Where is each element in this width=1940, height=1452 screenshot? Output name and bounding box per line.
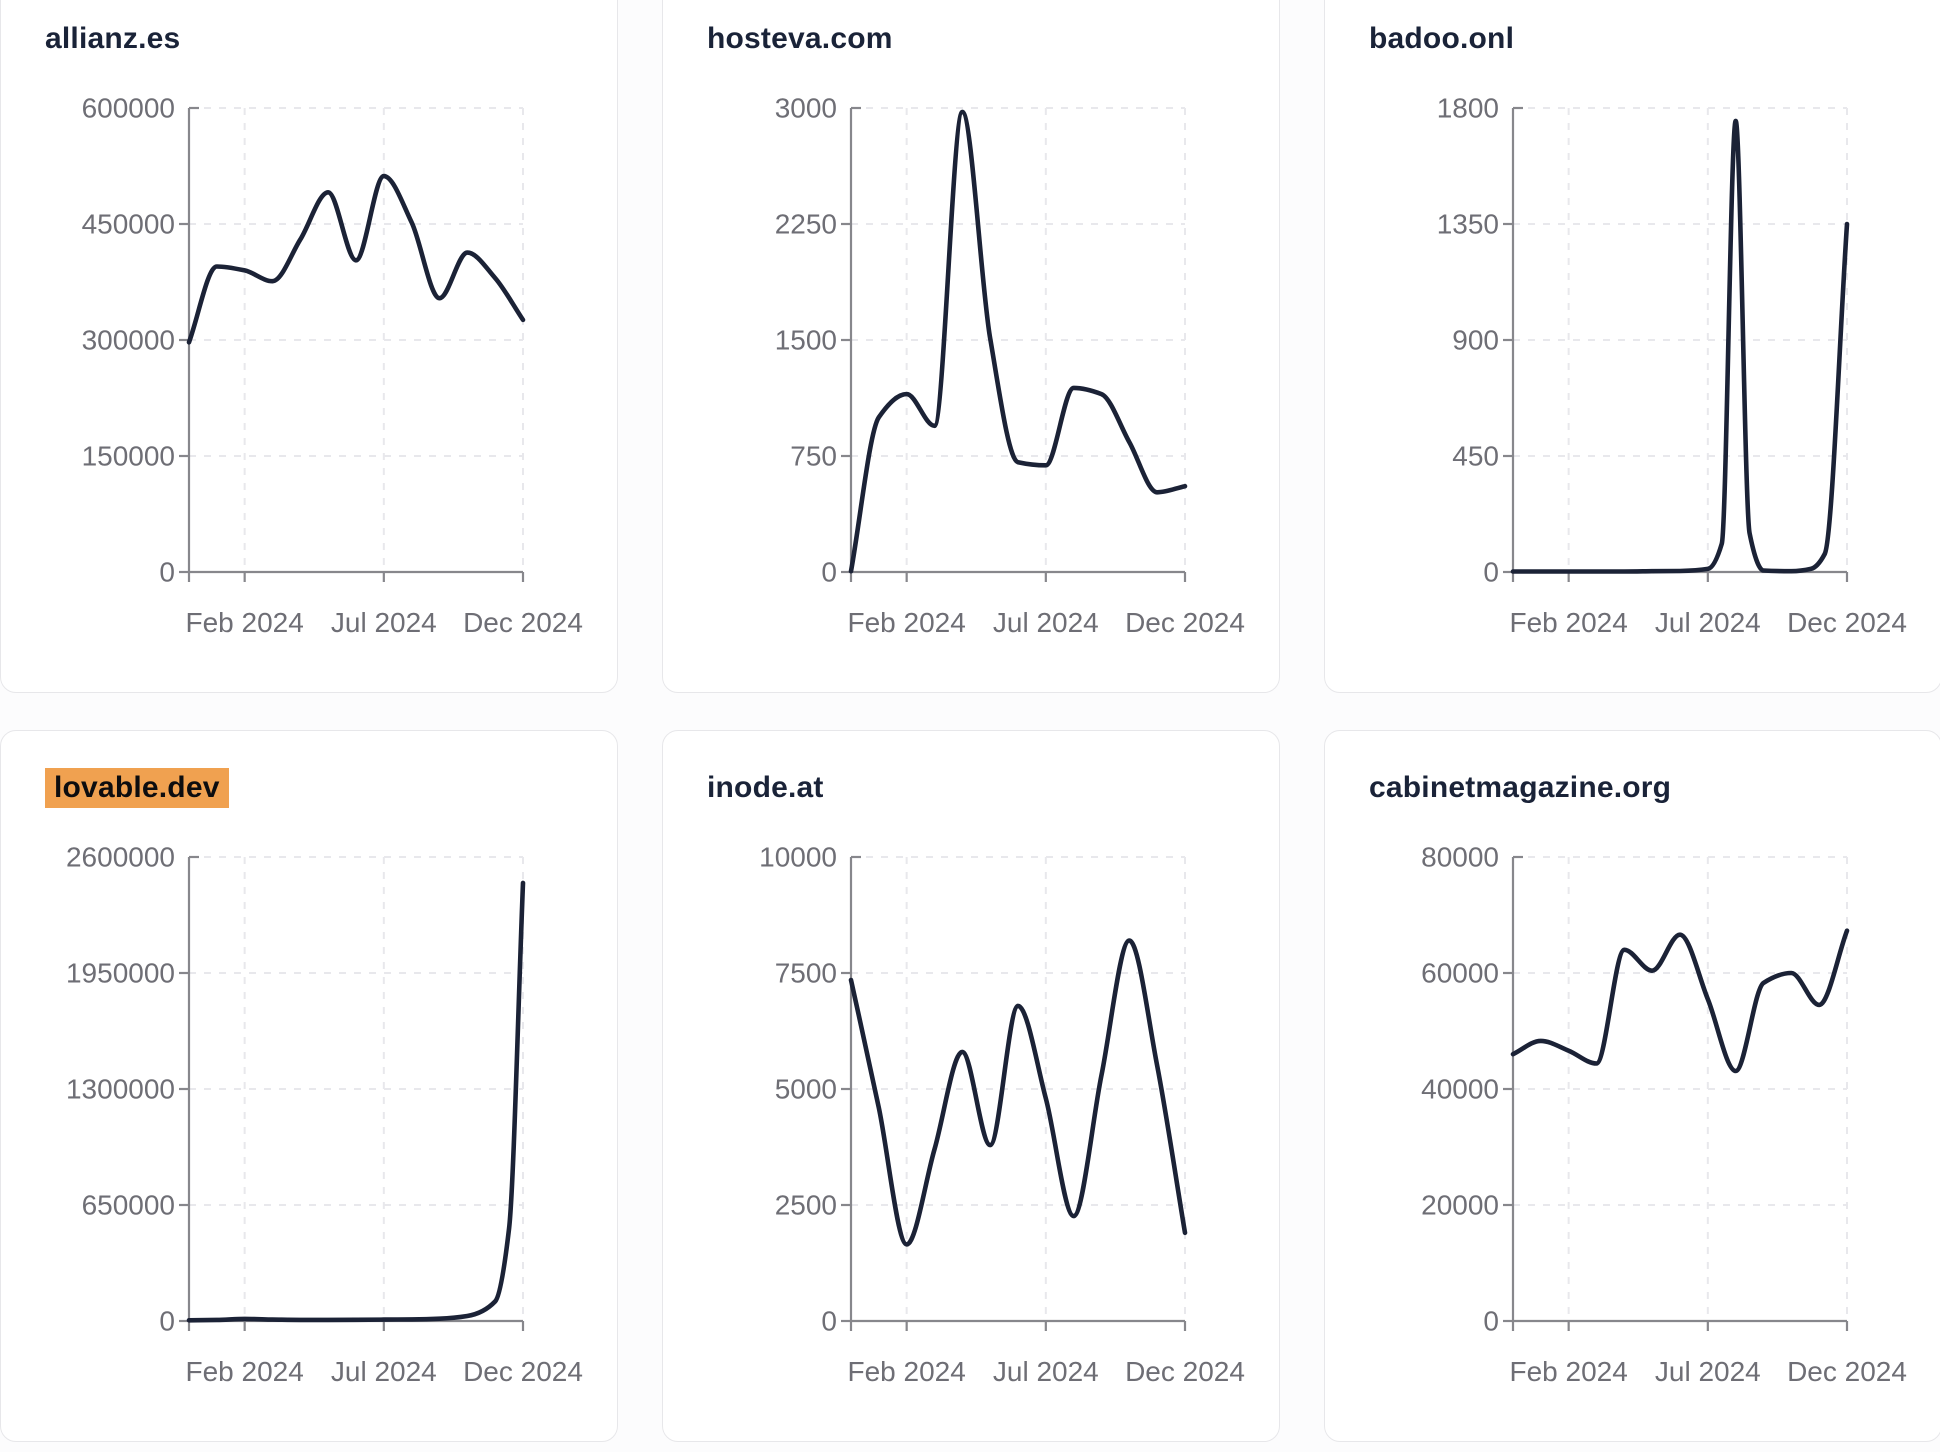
y-axis-tick-label: 2500 [775,1190,837,1221]
y-axis-tick-label: 0 [821,1306,837,1337]
x-axis-tick-label: Jul 2024 [993,1356,1099,1387]
domain-title-text: inode.at [707,771,824,804]
y-axis-tick-label: 900 [1452,325,1499,356]
x-axis-tick-label: Dec 2024 [463,607,583,638]
x-axis-tick-label: Dec 2024 [1787,607,1907,638]
trend-line-chart: 0 20000 40000 60000 80000 Feb 2024 Jul 2024 Dec… [1421,842,1907,1388]
series-line [1510,928,1850,1074]
y-axis-tick-label: 450000 [82,209,175,240]
y-axis-tick-label: 1350 [1437,209,1499,240]
y-axis-tick-label: 60000 [1421,958,1499,989]
y-axis-tick-label: 80000 [1421,842,1499,873]
x-axis-tick-label: Feb 2024 [848,1356,966,1387]
y-axis-tick-label: 1500 [775,325,837,356]
y-axis-tick-label: 0 [1483,1306,1499,1337]
series-line [186,880,526,1323]
y-axis-tick-label: 5000 [775,1074,837,1105]
y-axis-tick-label: 40000 [1421,1074,1499,1105]
y-axis-tick-label: 0 [159,1306,175,1337]
y-axis-tick-label: 0 [1483,557,1499,588]
y-axis-tick-label: 450 [1452,441,1499,472]
domain-title: cabinetmagazine.org [1369,771,1671,805]
trend-line-chart: 0 2500 5000 7500 10000 Feb 2024 Jul 2024 Dec 20… [759,842,1245,1388]
y-axis-tick-label: 3000 [775,93,837,124]
y-axis-tick-label: 300000 [82,325,175,356]
x-axis-tick-label: Jul 2024 [331,607,437,638]
series-line [848,109,1188,574]
x-axis-tick-label: Dec 2024 [1787,1356,1907,1387]
series-line [1510,118,1850,574]
x-axis-tick-label: Feb 2024 [848,607,966,638]
card-cabinetmagazine-org[interactable]: cabinetmagazine.org 0 20000 40000 60000 8000… [1324,730,1940,1442]
y-axis-tick-label: 2600000 [66,842,175,873]
x-axis-tick-label: Jul 2024 [1655,1356,1761,1387]
card-badoo-onl[interactable]: badoo.onl 0 450 900 1350 1800 Feb 2024 Jul 202… [1324,0,1940,693]
domain-title: lovable.dev [45,768,229,808]
domain-title: badoo.onl [1369,22,1514,56]
y-axis-tick-label: 1800 [1437,93,1499,124]
y-axis-tick-label: 2250 [775,209,837,240]
x-axis-tick-label: Jul 2024 [1655,607,1761,638]
domain-title-text-highlighted: lovable.dev [45,768,229,808]
y-axis-tick-label: 0 [159,557,175,588]
domain-title-text: cabinetmagazine.org [1369,771,1672,804]
series-line [186,173,526,345]
x-axis-tick-label: Jul 2024 [993,607,1099,638]
y-axis-tick-label: 600000 [82,93,175,124]
x-axis-tick-label: Feb 2024 [186,607,304,638]
y-axis-tick-label: 150000 [82,441,175,472]
domain-title-text: hosteva.com [707,22,893,55]
domain-title-text: allianz.es [45,22,181,55]
card-lovable-dev[interactable]: lovable.dev 0 650000 1300000 1950000 2600000… [0,730,618,1442]
card-allianz-es[interactable]: allianz.es 0 150000 300000 450000 600000 Feb … [0,0,618,693]
y-axis-tick-label: 650000 [82,1190,175,1221]
series-line [848,938,1188,1247]
x-axis-tick-label: Feb 2024 [1510,1356,1628,1387]
domain-title: hosteva.com [707,22,893,56]
y-axis-tick-label: 20000 [1421,1190,1499,1221]
y-axis-tick-label: 0 [821,557,837,588]
y-axis-tick-label: 10000 [759,842,837,873]
x-axis-tick-label: Jul 2024 [331,1356,437,1387]
y-axis-tick-label: 7500 [775,958,837,989]
y-axis-tick-label: 1950000 [66,958,175,989]
trend-line-chart: 0 450 900 1350 1800 Feb 2024 Jul 2024 Dec 2024 [1437,93,1907,639]
domain-title: inode.at [707,771,824,805]
domain-title: allianz.es [45,22,180,56]
x-axis-tick-label: Feb 2024 [1510,607,1628,638]
trend-line-chart: 0 150000 300000 450000 600000 Feb 2024 Jul 202… [82,93,583,639]
card-hosteva-com[interactable]: hosteva.com 0 750 1500 2250 3000 Feb 2024 Jul … [662,0,1280,693]
x-axis-tick-label: Dec 2024 [463,1356,583,1387]
y-axis-tick-label: 750 [790,441,837,472]
card-inode-at[interactable]: inode.at 0 2500 5000 7500 10000 Feb 2024 Jul 2… [662,730,1280,1442]
x-axis-tick-label: Feb 2024 [186,1356,304,1387]
y-axis-tick-label: 1300000 [66,1074,175,1105]
trend-line-chart: 0 650000 1300000 1950000 2600000 Feb 2024 Jul … [66,842,583,1388]
x-axis-tick-label: Dec 2024 [1125,1356,1245,1387]
trend-line-chart: 0 750 1500 2250 3000 Feb 2024 Jul 2024 Dec 2024 [775,93,1245,639]
x-axis-tick-label: Dec 2024 [1125,607,1245,638]
domain-title-text: badoo.onl [1369,22,1515,55]
